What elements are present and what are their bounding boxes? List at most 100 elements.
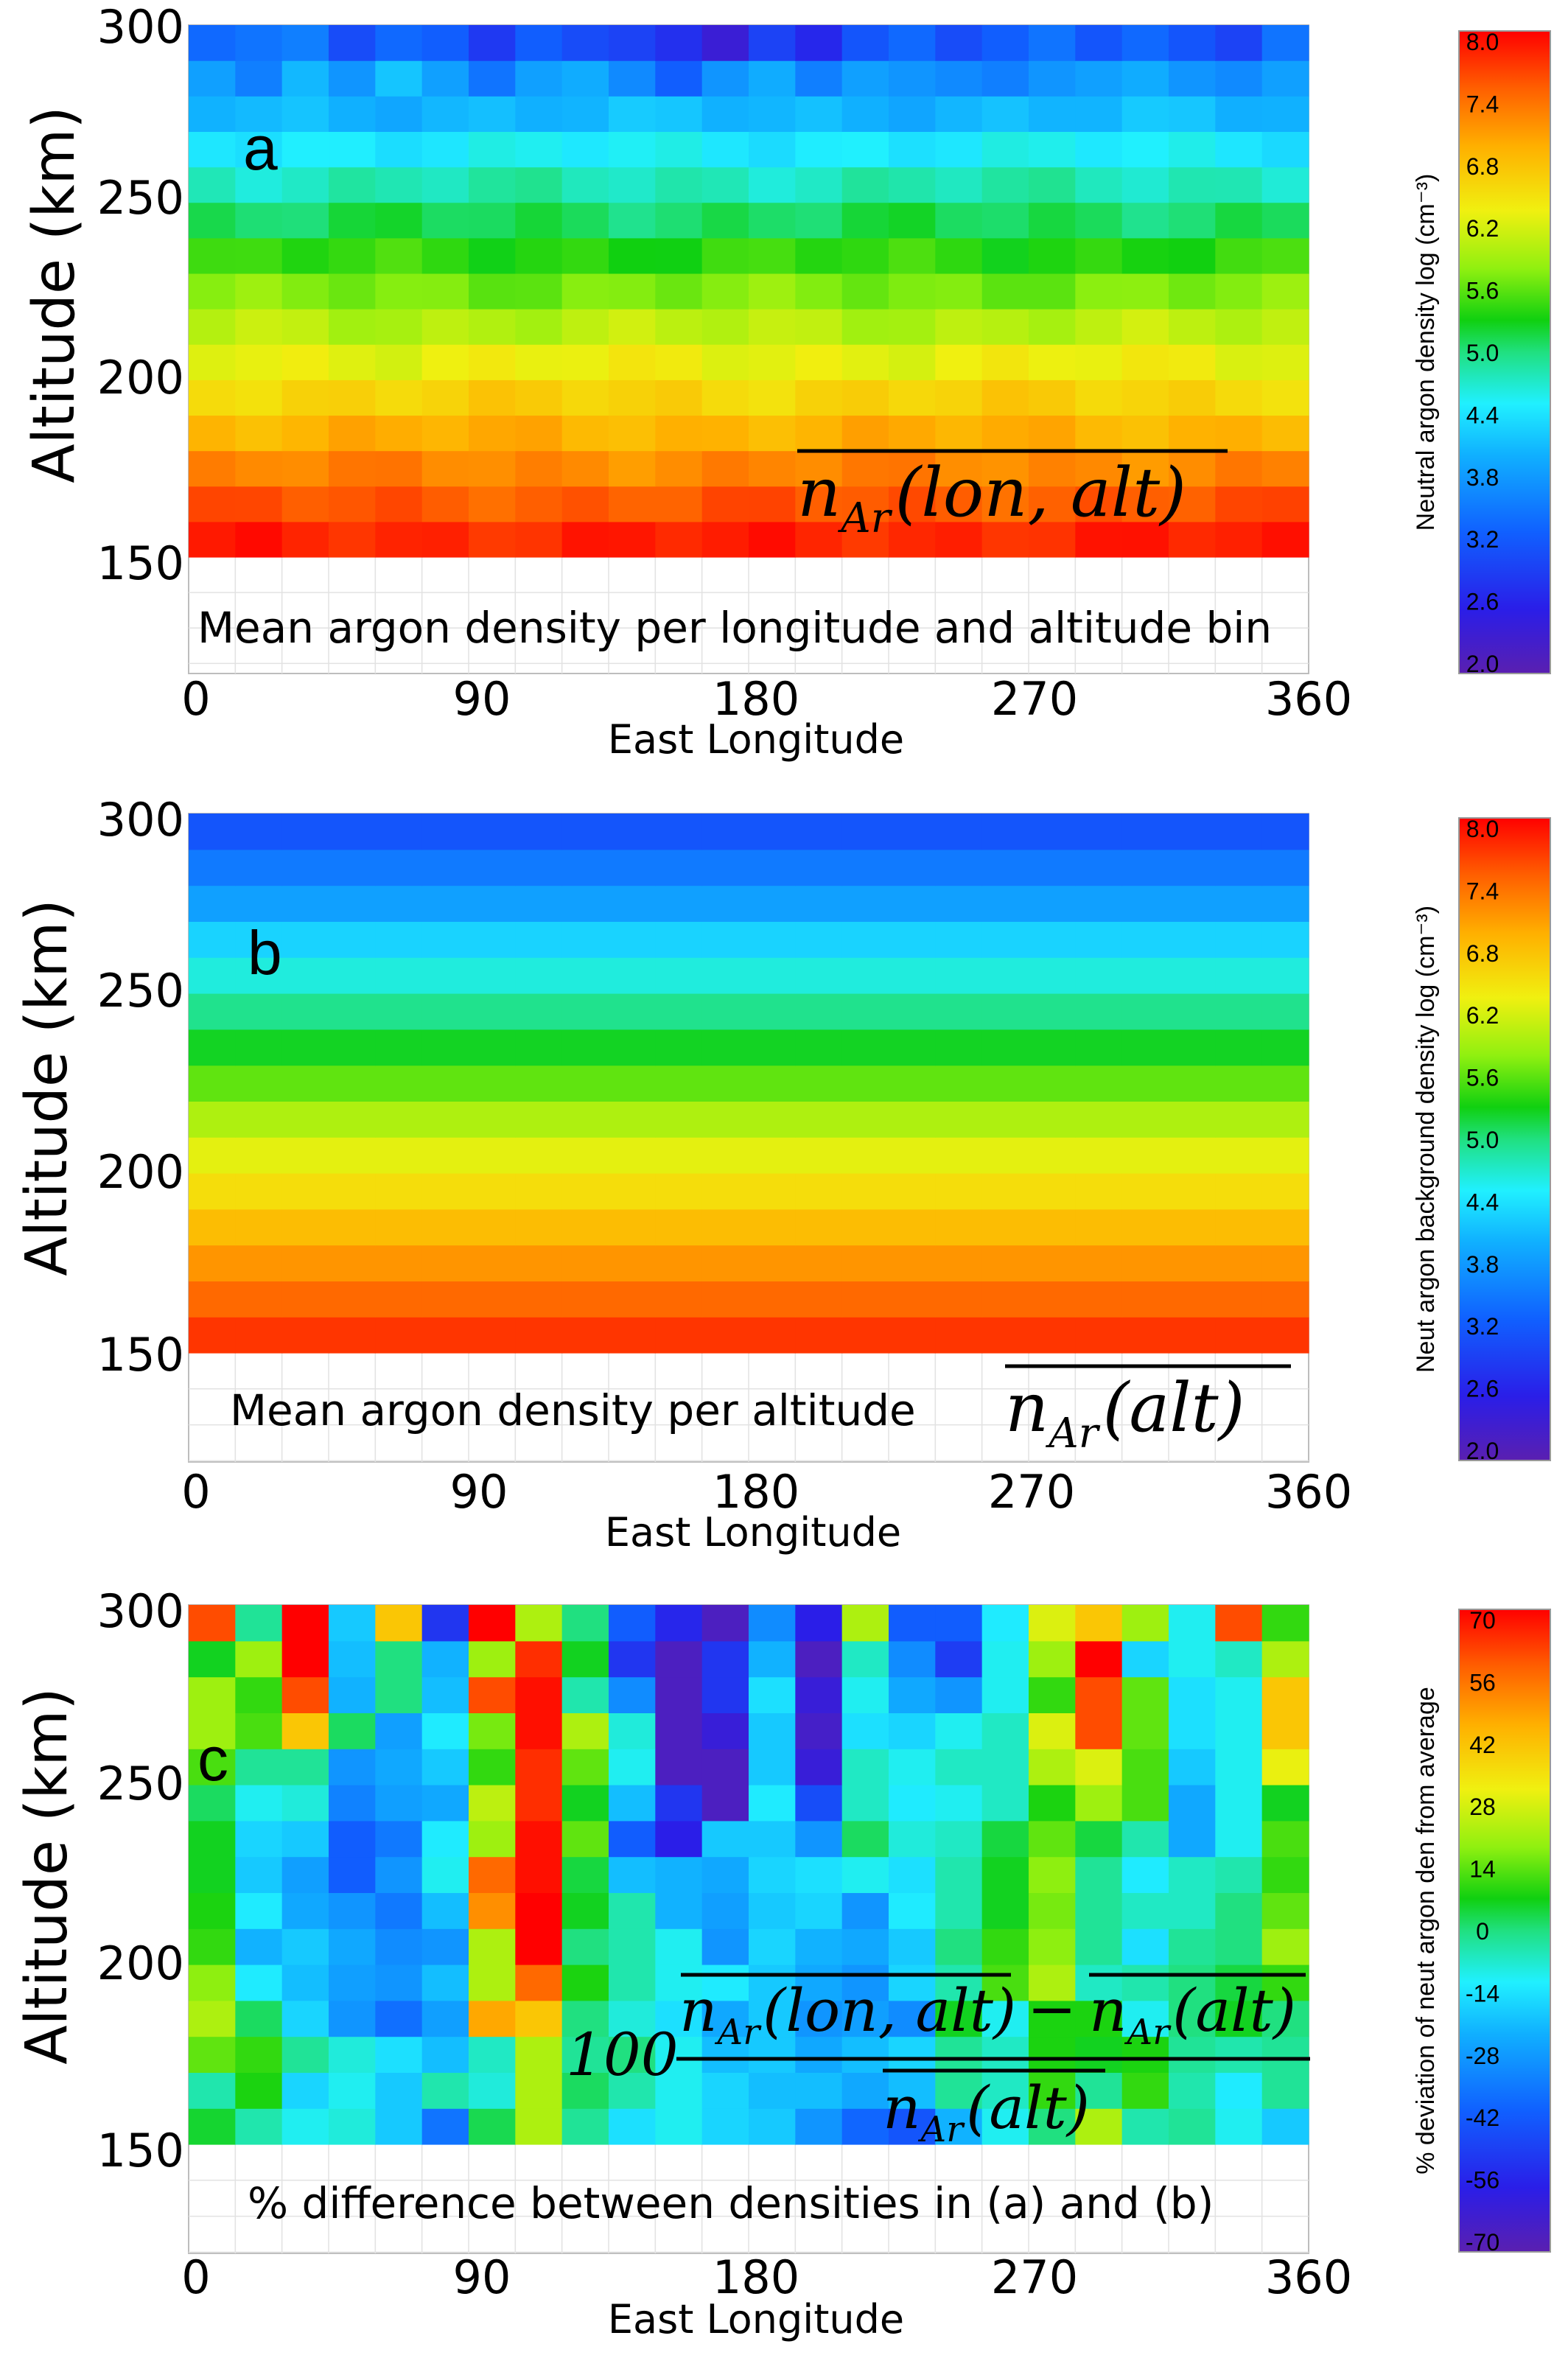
heatmap-cell bbox=[609, 1281, 656, 1318]
heatmap-cell bbox=[795, 25, 843, 61]
panel-b-annotation: Mean argon density per altitude bbox=[230, 1385, 916, 1435]
heatmap-cell bbox=[1169, 1317, 1216, 1354]
panel-c-num-a-main: n bbox=[679, 1976, 718, 2045]
heatmap-cell bbox=[281, 1245, 329, 1281]
heatmap-cell bbox=[235, 1965, 283, 2001]
heatmap-cell bbox=[1169, 1676, 1216, 1713]
heatmap-cell bbox=[281, 1137, 329, 1174]
heatmap-cell bbox=[981, 814, 1029, 850]
heatmap-cell bbox=[795, 1317, 843, 1354]
heatmap-cell bbox=[1169, 2036, 1216, 2073]
heatmap-cell bbox=[655, 415, 703, 452]
heatmap-cell bbox=[561, 167, 609, 203]
heatmap-cell bbox=[515, 1065, 563, 1102]
heatmap-cell bbox=[795, 344, 843, 380]
heatmap-cell bbox=[795, 1029, 843, 1066]
heatmap-cell bbox=[189, 957, 236, 994]
heatmap-cell bbox=[795, 1965, 843, 2001]
colorbar-tick-label: 2.6 bbox=[1466, 589, 1499, 615]
heatmap-cell bbox=[609, 450, 656, 487]
heatmap-cell bbox=[189, 1208, 236, 1246]
heatmap-cell bbox=[981, 167, 1029, 203]
heatmap-cell bbox=[515, 2000, 563, 2037]
heatmap-cell bbox=[889, 450, 936, 487]
heatmap-cell bbox=[469, 1856, 516, 1893]
heatmap-cell bbox=[515, 2108, 563, 2145]
heatmap-cell bbox=[561, 1101, 609, 1138]
heatmap-cell bbox=[655, 1317, 703, 1354]
heatmap-cell bbox=[795, 1749, 843, 1785]
colorbar-tick-label: 2.0 bbox=[1466, 1438, 1499, 1464]
heatmap-cell bbox=[515, 1892, 563, 1929]
heatmap-cell bbox=[375, 1676, 423, 1713]
heatmap-cell bbox=[561, 2072, 609, 2109]
heatmap-cell bbox=[795, 2036, 843, 2073]
heatmap-cell bbox=[889, 2072, 936, 2109]
heatmap-cell bbox=[469, 2000, 516, 2037]
heatmap-cell bbox=[701, 486, 749, 522]
heatmap-cell bbox=[281, 1965, 329, 2001]
heatmap-cell bbox=[841, 1856, 889, 1893]
heatmap-cell bbox=[749, 993, 796, 1030]
heatmap-cell bbox=[515, 167, 563, 203]
heatmap-cell bbox=[1121, 2108, 1169, 2145]
heatmap-cell bbox=[1169, 1065, 1216, 1102]
panel-c-xtick-180: 180 bbox=[713, 2250, 799, 2304]
heatmap-cell bbox=[469, 1892, 516, 1929]
heatmap-cell bbox=[1169, 814, 1216, 850]
heatmap-cell bbox=[329, 521, 376, 558]
heatmap-cell bbox=[561, 885, 609, 922]
heatmap-cell bbox=[1169, 1712, 1216, 1749]
heatmap-cell bbox=[935, 167, 983, 203]
heatmap-cell bbox=[421, 1245, 469, 1281]
heatmap-cell bbox=[329, 1101, 376, 1138]
heatmap-cell bbox=[1121, 885, 1169, 922]
heatmap-cell bbox=[469, 921, 516, 958]
heatmap-cell bbox=[935, 309, 983, 345]
heatmap-cell bbox=[701, 957, 749, 994]
heatmap-cell bbox=[1121, 273, 1169, 309]
heatmap-cell bbox=[189, 1281, 236, 1318]
heatmap-cell bbox=[375, 1173, 423, 1210]
colorbar-tick-label: 3.2 bbox=[1466, 526, 1499, 553]
heatmap-cell bbox=[329, 309, 376, 345]
heatmap-cell bbox=[841, 202, 889, 239]
heatmap-cell bbox=[1075, 1928, 1123, 1965]
heatmap-cell bbox=[795, 1820, 843, 1858]
heatmap-cell bbox=[1261, 1965, 1309, 2001]
heatmap-cell bbox=[515, 1137, 563, 1174]
heatmap-cell bbox=[749, 1245, 796, 1281]
heatmap-cell bbox=[561, 521, 609, 558]
heatmap-cell bbox=[795, 885, 843, 922]
heatmap-cell bbox=[189, 921, 236, 958]
heatmap-cell bbox=[1215, 1281, 1263, 1318]
heatmap-cell bbox=[281, 450, 329, 487]
heatmap-cell bbox=[1029, 1029, 1076, 1066]
heatmap-cell bbox=[609, 1676, 656, 1713]
heatmap-cell bbox=[1169, 1208, 1216, 1246]
heatmap-cell bbox=[189, 60, 236, 97]
heatmap-cell bbox=[841, 1173, 889, 1210]
heatmap-cell bbox=[421, 1785, 469, 1822]
heatmap-cell bbox=[189, 273, 236, 309]
heatmap-cell bbox=[1121, 1605, 1169, 1642]
heatmap-cell bbox=[889, 2108, 936, 2145]
heatmap-cell bbox=[841, 25, 889, 61]
heatmap-cell bbox=[281, 237, 329, 274]
heatmap-cell bbox=[189, 450, 236, 487]
heatmap-cell bbox=[701, 202, 749, 239]
colorbar-tick-label: 42 bbox=[1469, 1732, 1496, 1758]
heatmap-cell bbox=[375, 1281, 423, 1318]
heatmap-cell bbox=[1215, 521, 1263, 558]
heatmap-cell bbox=[701, 885, 749, 922]
heatmap-cell bbox=[841, 450, 889, 487]
heatmap-cell bbox=[375, 202, 423, 239]
heatmap-cell bbox=[281, 415, 329, 452]
heatmap-cell bbox=[1169, 415, 1216, 452]
heatmap-cell bbox=[329, 344, 376, 380]
panel-a-colorbar bbox=[1458, 30, 1551, 674]
heatmap-cell bbox=[1029, 1856, 1076, 1893]
heatmap-cell bbox=[329, 450, 376, 487]
heatmap-cell bbox=[609, 96, 656, 132]
heatmap-cell bbox=[889, 814, 936, 850]
